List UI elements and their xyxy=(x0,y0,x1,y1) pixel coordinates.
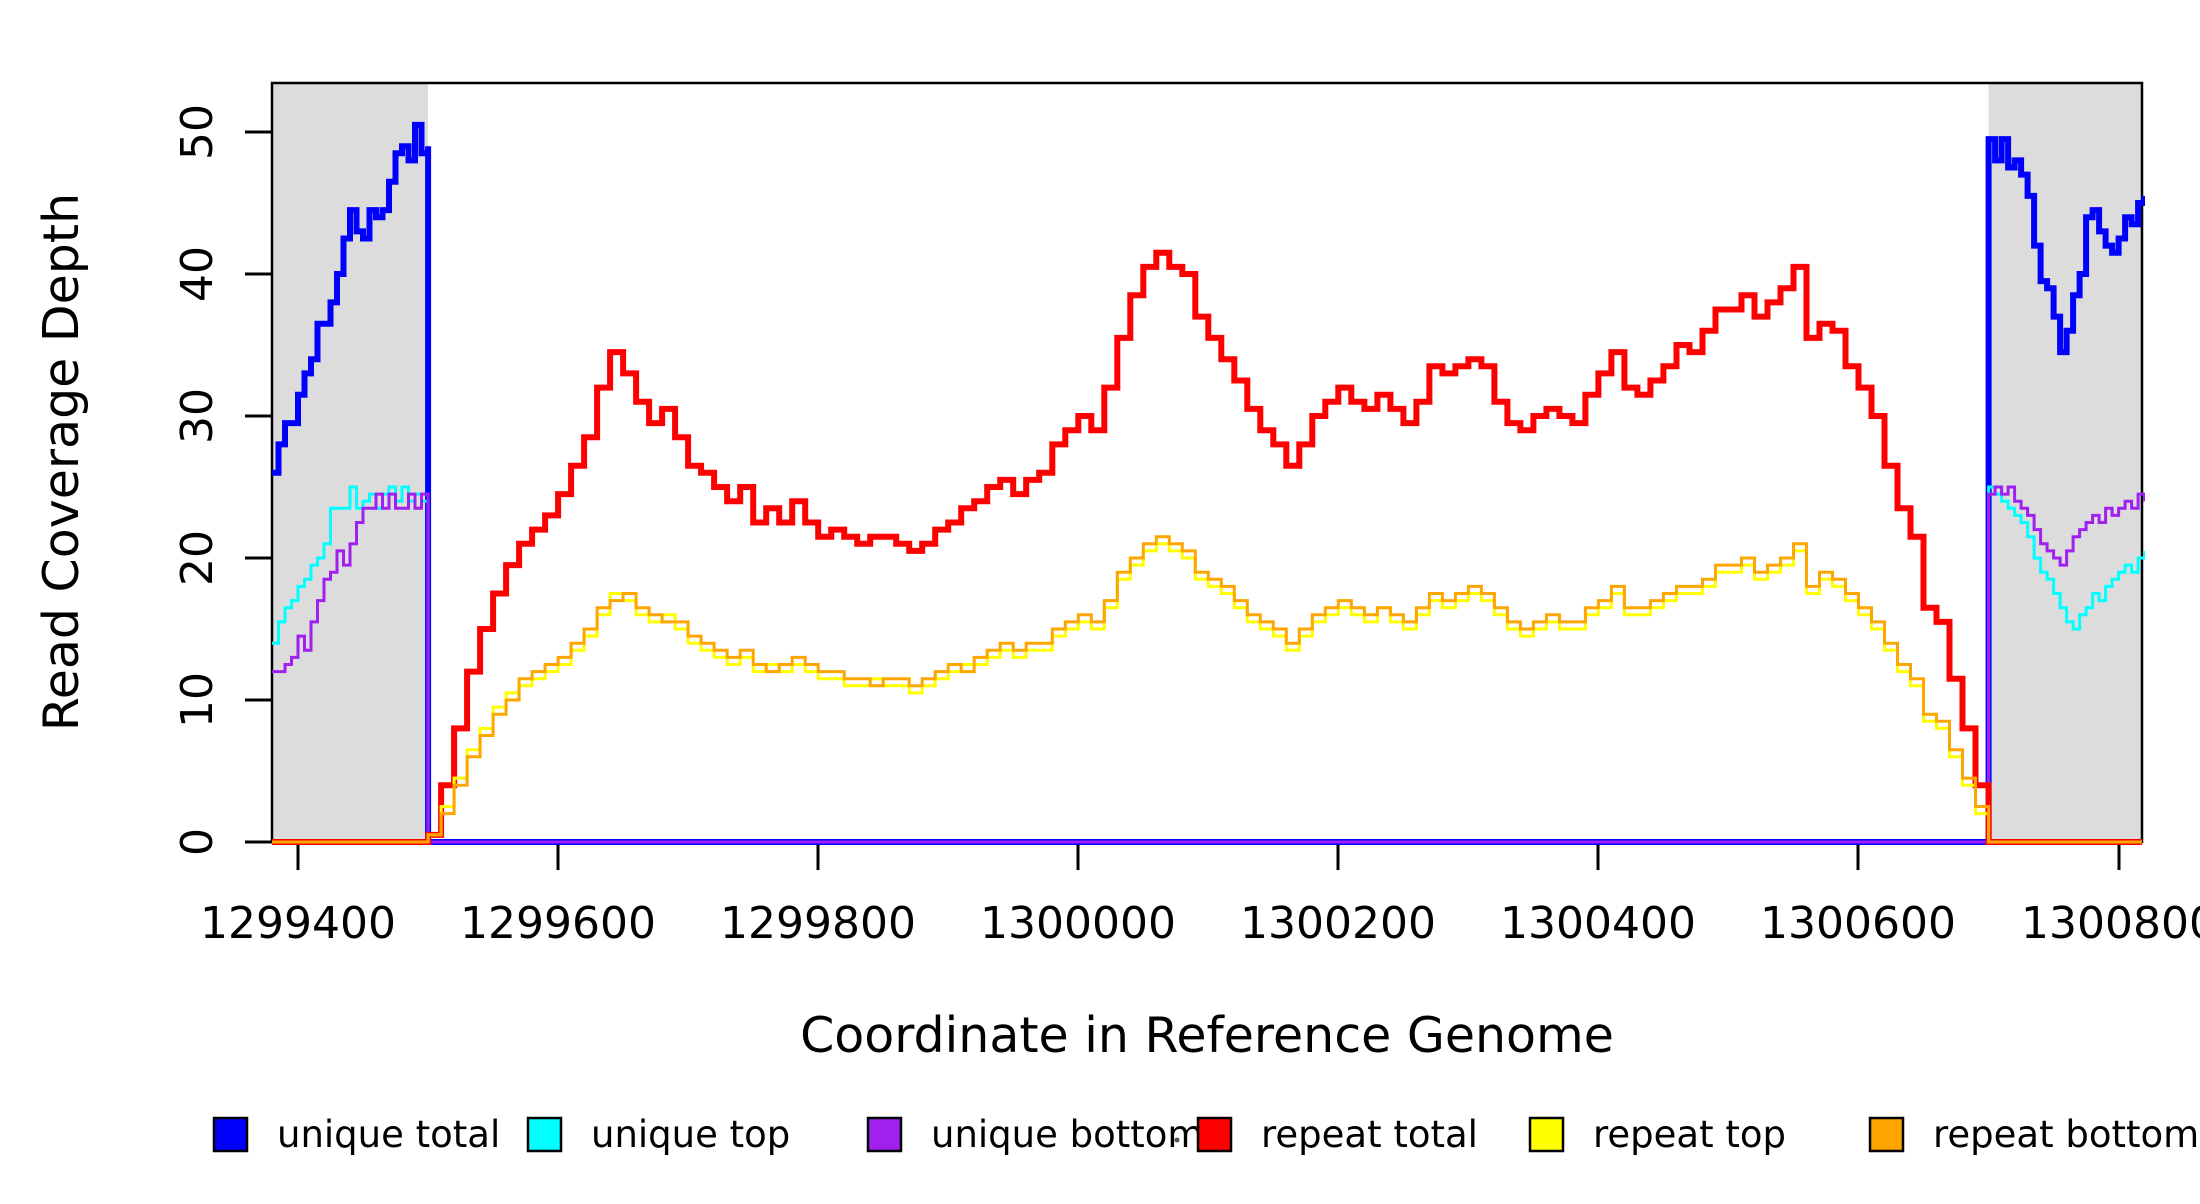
x-tick-label: 1299600 xyxy=(460,898,656,949)
series-line-repeat-bottom xyxy=(272,535,2142,844)
legend-item-repeat-total: repeat total xyxy=(1196,1113,1478,1156)
legend-swatch-unique-top xyxy=(526,1116,563,1153)
legend-item-unique-top: unique top xyxy=(526,1113,790,1156)
x-tick-label: 1300600 xyxy=(1760,898,1956,949)
series-line-repeat-top xyxy=(272,542,2142,844)
y-tick-label: 40 xyxy=(172,246,223,302)
x-tick-label: 1300200 xyxy=(1240,898,1436,949)
legend-swatch-unique-bottom xyxy=(866,1116,903,1153)
legend-item-repeat-bottom: repeat bottom xyxy=(1868,1113,2199,1156)
legend-swatch-repeat-bottom xyxy=(1868,1116,1905,1153)
x-tick-labels: 1299400 1299600 1299800 1300000 1300200 … xyxy=(200,898,2200,949)
x-axis-ticks xyxy=(296,842,2121,870)
legend-item-repeat-top: repeat top xyxy=(1528,1113,1786,1156)
legend-label-unique-bottom: unique bottom xyxy=(931,1113,1203,1156)
x-tick-label: 1299800 xyxy=(720,898,916,949)
y-tick-labels: 0 10 20 30 40 50 xyxy=(172,104,223,856)
legend-label-repeat-bottom: repeat bottom xyxy=(1933,1113,2199,1156)
stray-dot-artifact xyxy=(1174,1137,1180,1143)
x-tick-label: 1300400 xyxy=(1500,898,1696,949)
y-tick-label: 10 xyxy=(172,672,223,728)
background-bands xyxy=(272,83,2142,842)
y-axis-title: Read Coverage Depth xyxy=(33,193,90,731)
x-tick-label: 1299400 xyxy=(200,898,396,949)
series-line-unique-top xyxy=(272,485,2145,844)
y-tick-label: 0 xyxy=(172,828,223,856)
legend: unique total unique top unique bottom re… xyxy=(212,1113,2199,1156)
series-lines xyxy=(272,121,2145,845)
legend-label-unique-top: unique top xyxy=(591,1113,790,1156)
legend-item-unique-bottom: unique bottom xyxy=(866,1113,1203,1156)
x-tick-label: 1300800 xyxy=(2021,898,2200,949)
unique-region-band-left xyxy=(272,83,429,842)
legend-item-unique-total: unique total xyxy=(212,1113,500,1156)
legend-label-repeat-top: repeat top xyxy=(1593,1113,1786,1156)
legend-swatch-unique-total xyxy=(212,1116,249,1153)
series-line-repeat-total xyxy=(272,249,2142,845)
series-line-unique-bottom xyxy=(272,485,2145,844)
legend-label-repeat-total: repeat total xyxy=(1261,1113,1478,1156)
y-tick-label: 30 xyxy=(172,388,223,444)
legend-swatch-repeat-total xyxy=(1196,1116,1233,1153)
y-axis-ticks xyxy=(245,130,272,844)
y-tick-label: 50 xyxy=(172,104,223,160)
plot-border-box xyxy=(270,81,2144,844)
legend-swatch-repeat-top xyxy=(1528,1116,1565,1153)
x-tick-label: 1300000 xyxy=(980,898,1176,949)
y-tick-label: 20 xyxy=(172,530,223,586)
legend-label-unique-total: unique total xyxy=(277,1113,500,1156)
unique-region-band-right xyxy=(1988,83,2142,842)
series-line-unique-total xyxy=(272,121,2145,845)
x-axis-title: Coordinate in Reference Genome xyxy=(800,1007,1614,1064)
